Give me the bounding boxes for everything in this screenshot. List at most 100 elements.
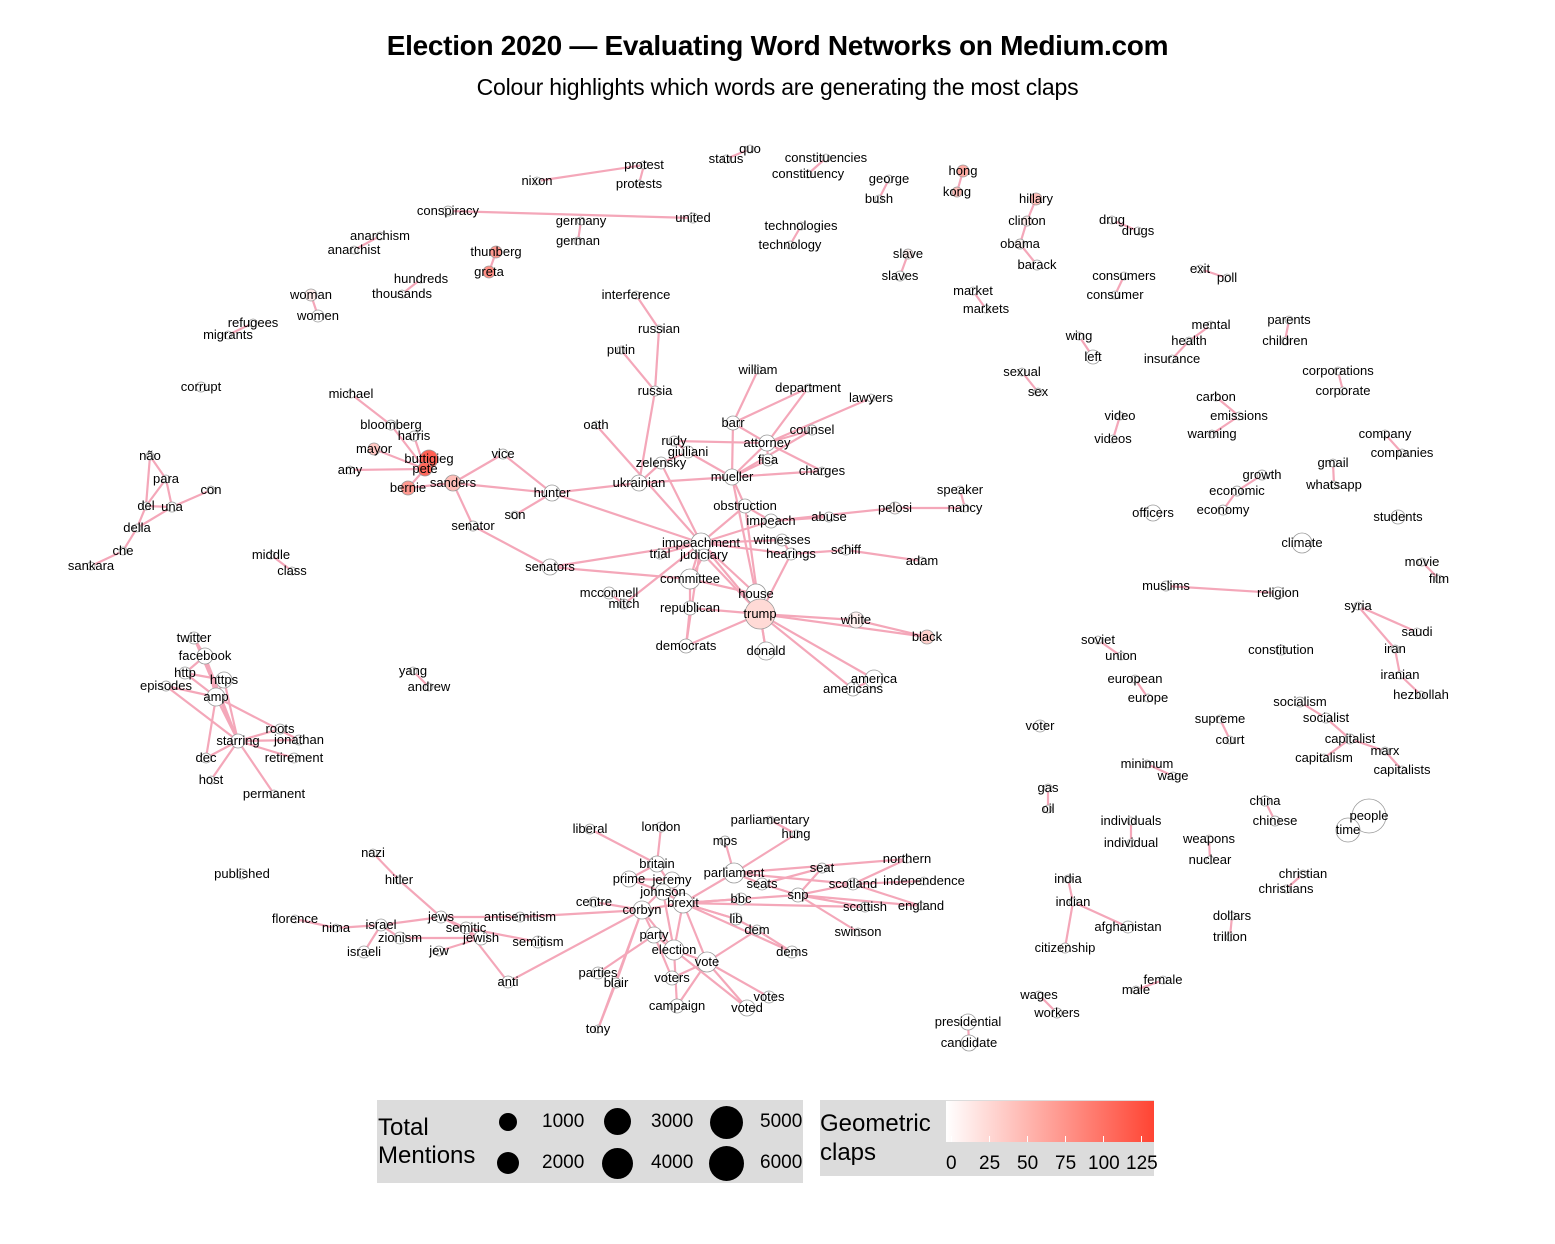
node-mps: [719, 835, 731, 847]
word-label-roots: roots: [266, 721, 295, 736]
colour-legend-title-2: claps: [820, 1139, 877, 1166]
node-hitler: [394, 875, 404, 885]
word-label-sexual: sexual: [1003, 364, 1041, 379]
node-christian: [1298, 869, 1308, 879]
node-corporate: [1338, 386, 1348, 396]
node-attorney: [758, 434, 776, 452]
colour-tick-25: 25: [979, 1153, 1001, 1174]
word-label-bernie: bernie: [390, 480, 426, 495]
node-con: [206, 485, 216, 495]
edge-election-voted: [673, 949, 748, 1009]
node-corrupt: [195, 381, 207, 393]
node-hundreds: [416, 274, 426, 284]
word-label-party: party: [640, 927, 669, 942]
edge-sanders-hunter: [452, 481, 553, 495]
word-label-impeach: impeach: [746, 513, 795, 528]
word-label-class: class: [277, 563, 307, 578]
gradient-tick: [1065, 1136, 1066, 1142]
colour-tick-0: 0: [946, 1153, 957, 1174]
edge-snp-swinson: [797, 894, 859, 933]
node-candidate: [960, 1034, 978, 1052]
word-label-centre: centre: [576, 894, 612, 909]
edge-corbyn-anti: [507, 909, 643, 983]
word-label-economic: economic: [1209, 483, 1265, 498]
node-kong: [951, 186, 963, 198]
word-label-clinton: clinton: [1008, 213, 1046, 228]
node-putin: [616, 345, 626, 355]
node-london: [655, 821, 667, 833]
node-christians: [1281, 884, 1291, 894]
word-label-marx: marx: [1371, 743, 1400, 758]
word-label-parliament: parliament: [704, 865, 765, 880]
word-label-israel: israel: [365, 917, 396, 932]
word-label-brexit: brexit: [667, 895, 699, 910]
colour-tick-100: 100: [1088, 1153, 1120, 1174]
word-label-bloomberg: bloomberg: [360, 417, 421, 432]
size-key-label-6000: 6000: [760, 1152, 803, 1173]
node-dem: [751, 924, 763, 936]
word-label-whatsapp: whatsapp: [1305, 477, 1362, 492]
word-label-oath: oath: [583, 417, 608, 432]
word-label-counsel: counsel: [790, 422, 835, 437]
node-interference: [631, 290, 641, 300]
word-label-americans: americans: [823, 681, 883, 696]
node-movie: [1417, 557, 1427, 567]
node-liberal: [584, 823, 596, 835]
word-label-women: women: [296, 308, 339, 323]
size-key-3000: [604, 1108, 631, 1135]
word-label-con: con: [201, 482, 222, 497]
edge-bloomberg-pete: [390, 424, 426, 470]
edge-liberal-britain: [589, 828, 658, 865]
node-witnesses: [775, 533, 789, 547]
node-scotland: [846, 877, 860, 891]
word-label-yang: yang: [399, 663, 427, 678]
word-label-johnson: johnson: [639, 884, 686, 899]
edge-russia-ukrainian: [637, 390, 657, 484]
word-label-jewish: jewish: [462, 930, 499, 945]
node-england: [916, 901, 926, 911]
word-label-semitic: semitic: [446, 920, 487, 935]
word-label-hunter: hunter: [534, 485, 572, 500]
word-label-nancy: nancy: [948, 500, 983, 515]
node-mayor: [367, 442, 381, 456]
edge-che-sankara: [90, 550, 124, 567]
node-status: [721, 154, 731, 164]
word-label-dems: dems: [776, 944, 808, 959]
word-label-mps: mps: [713, 833, 738, 848]
word-label-climate: climate: [1281, 535, 1322, 550]
edge-não-para: [149, 455, 167, 480]
word-label-insurance: insurance: [1144, 351, 1200, 366]
node-counsel: [806, 424, 818, 436]
node-trillion: [1225, 932, 1235, 942]
node-donald: [756, 641, 776, 661]
word-label-nazi: nazi: [361, 845, 385, 860]
word-label-committee: committee: [660, 571, 720, 586]
word-label-saudi: saudi: [1401, 624, 1432, 639]
word-label-florence: florence: [272, 911, 318, 926]
word-label-adam: adam: [906, 553, 939, 568]
word-label-scotland: scotland: [829, 876, 877, 891]
node-prime: [620, 870, 638, 888]
node-andrew: [424, 682, 434, 692]
word-label-capitalist: capitalist: [1325, 731, 1376, 746]
node-germany: [576, 216, 586, 226]
node-growth: [1256, 469, 1268, 481]
word-label-seat: seat: [810, 860, 835, 875]
node-vote: [696, 951, 718, 973]
node-pelosi: [888, 501, 902, 515]
word-label-permanent: permanent: [243, 786, 306, 801]
word-label-european: european: [1108, 671, 1163, 686]
node-jonathan: [293, 734, 305, 746]
node-sanders: [444, 474, 462, 492]
node-capitalism: [1319, 753, 1329, 763]
node-gas: [1043, 783, 1053, 793]
word-label-donald: donald: [746, 643, 785, 658]
edge-iranian-hezbollah: [1399, 674, 1422, 696]
node-americans: [845, 681, 861, 697]
word-label-russian: russian: [638, 321, 680, 336]
node-united: [687, 212, 699, 224]
node-senator: [467, 520, 479, 532]
word-label-muslims: muslims: [1142, 578, 1190, 593]
word-label-black: black: [912, 629, 943, 644]
word-label-supreme: supreme: [1195, 711, 1246, 726]
